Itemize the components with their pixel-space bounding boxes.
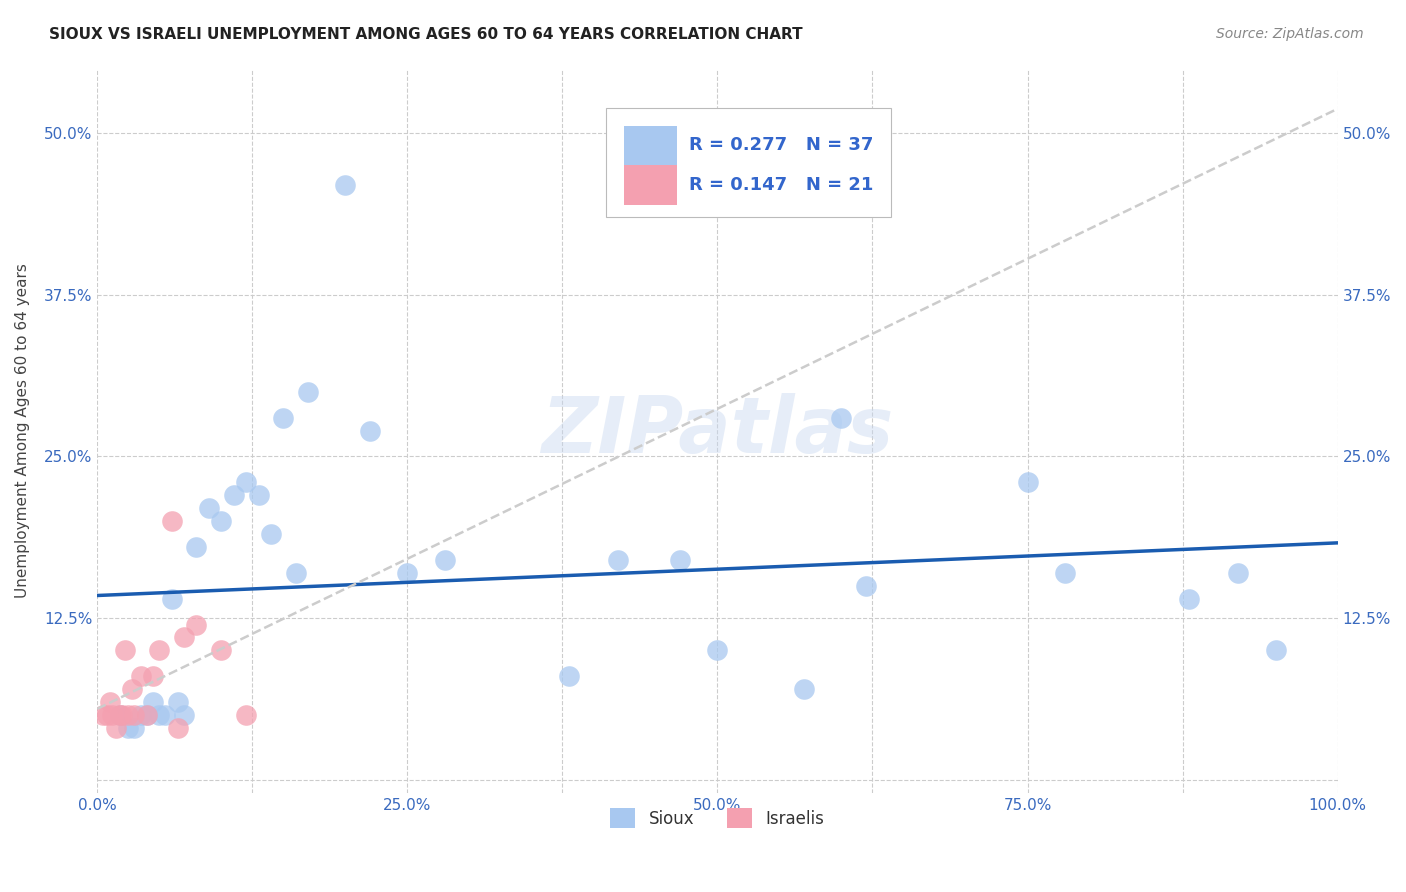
- Y-axis label: Unemployment Among Ages 60 to 64 years: Unemployment Among Ages 60 to 64 years: [15, 263, 30, 598]
- Point: [209, 514, 232, 528]
- Point: [111, 708, 134, 723]
- Legend: Sioux, Israelis: Sioux, Israelis: [603, 801, 831, 835]
- Point: [260, 527, 283, 541]
- Point: [607, 553, 630, 567]
- Point: [297, 384, 319, 399]
- Point: [117, 721, 139, 735]
- Point: [1227, 566, 1250, 580]
- Point: [148, 643, 170, 657]
- Point: [160, 514, 183, 528]
- Point: [186, 617, 208, 632]
- Point: [108, 708, 131, 723]
- Point: [1178, 591, 1201, 606]
- Text: Source: ZipAtlas.com: Source: ZipAtlas.com: [1216, 27, 1364, 41]
- Point: [235, 475, 257, 490]
- Text: R = 0.147   N = 21: R = 0.147 N = 21: [689, 176, 873, 194]
- Point: [706, 643, 728, 657]
- Point: [142, 669, 165, 683]
- Point: [155, 708, 177, 723]
- Text: SIOUX VS ISRAELI UNEMPLOYMENT AMONG AGES 60 TO 64 YEARS CORRELATION CHART: SIOUX VS ISRAELI UNEMPLOYMENT AMONG AGES…: [49, 27, 803, 42]
- Point: [247, 488, 270, 502]
- Point: [209, 643, 232, 657]
- Point: [108, 708, 131, 723]
- Point: [129, 708, 152, 723]
- Point: [855, 579, 877, 593]
- Point: [124, 721, 146, 735]
- Point: [433, 553, 456, 567]
- Point: [142, 695, 165, 709]
- Point: [669, 553, 692, 567]
- Point: [148, 708, 170, 723]
- Point: [1264, 643, 1286, 657]
- Point: [793, 682, 815, 697]
- Point: [114, 643, 136, 657]
- Point: [1017, 475, 1039, 490]
- FancyBboxPatch shape: [624, 126, 676, 165]
- Text: R = 0.277   N = 37: R = 0.277 N = 37: [689, 136, 873, 154]
- Point: [557, 669, 579, 683]
- Point: [104, 721, 127, 735]
- FancyBboxPatch shape: [606, 108, 891, 217]
- Point: [129, 669, 152, 683]
- Point: [396, 566, 419, 580]
- Point: [135, 708, 157, 723]
- Point: [359, 424, 381, 438]
- Point: [1053, 566, 1076, 580]
- Point: [271, 410, 294, 425]
- Point: [135, 708, 157, 723]
- Point: [173, 631, 195, 645]
- Point: [284, 566, 307, 580]
- Point: [101, 708, 124, 723]
- Point: [235, 708, 257, 723]
- Point: [117, 708, 139, 723]
- Point: [830, 410, 852, 425]
- Point: [121, 682, 143, 697]
- Point: [160, 591, 183, 606]
- Text: ZIPatlas: ZIPatlas: [541, 392, 894, 468]
- Point: [93, 708, 115, 723]
- Point: [96, 708, 118, 723]
- Point: [98, 695, 121, 709]
- FancyBboxPatch shape: [624, 165, 676, 204]
- Point: [335, 178, 357, 192]
- Point: [222, 488, 245, 502]
- Point: [198, 501, 221, 516]
- Point: [124, 708, 146, 723]
- Point: [167, 721, 190, 735]
- Point: [173, 708, 195, 723]
- Point: [167, 695, 190, 709]
- Point: [186, 540, 208, 554]
